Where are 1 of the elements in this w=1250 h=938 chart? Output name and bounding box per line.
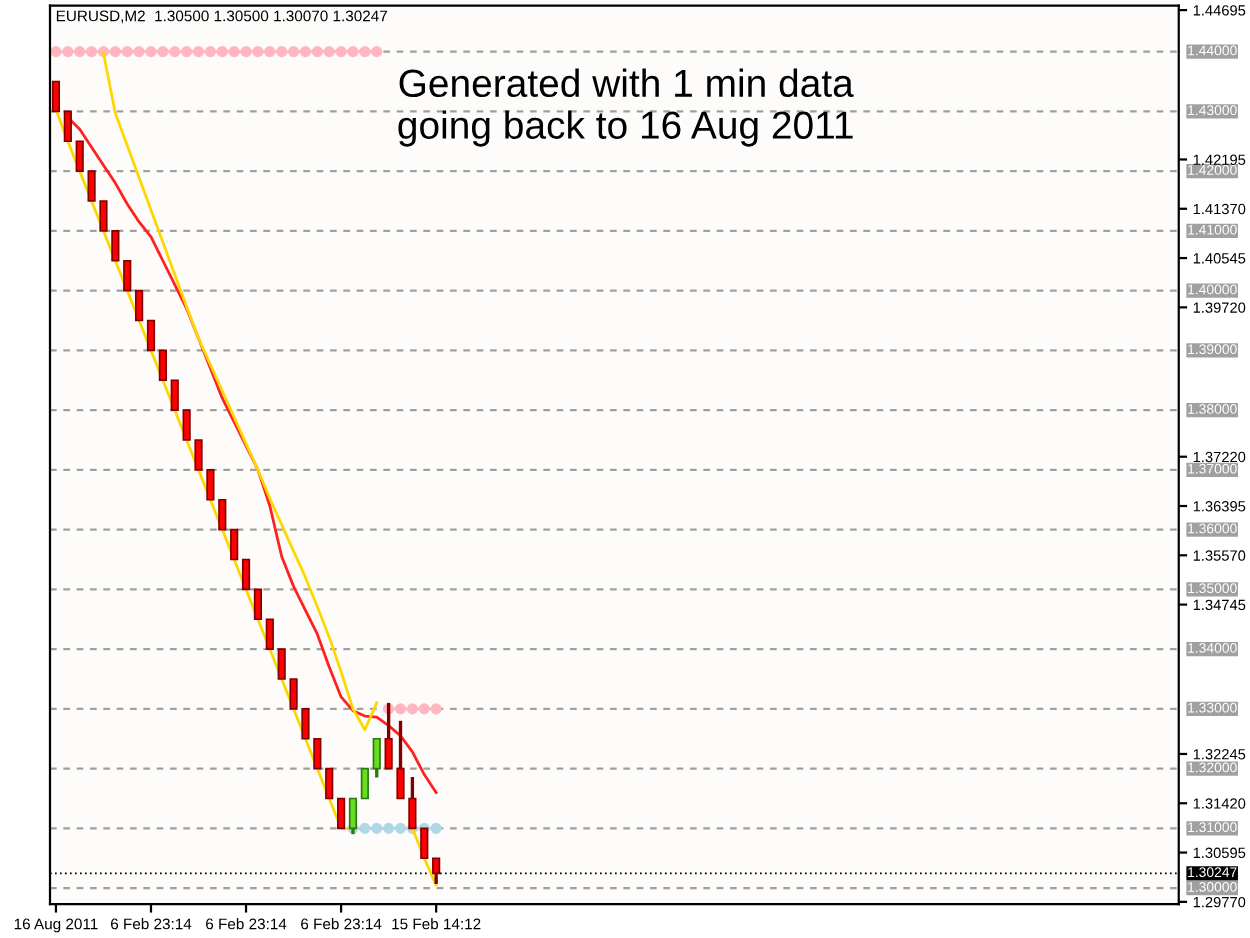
annotation: Generated with 1 min data going back to 16 Aug 2011 <box>398 68 854 147</box>
